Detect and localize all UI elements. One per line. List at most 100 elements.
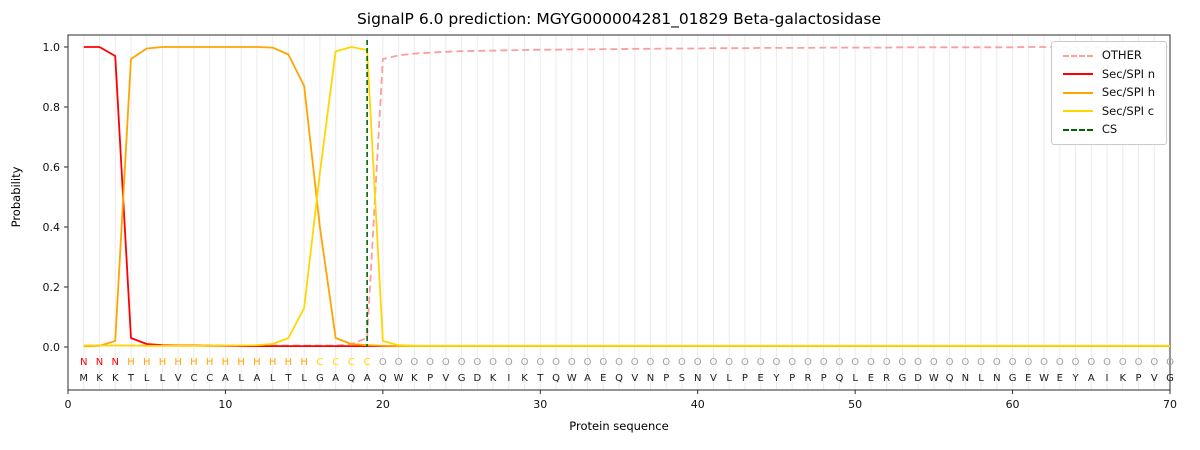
sequence-letter: V — [710, 373, 717, 384]
region-letter: O — [678, 357, 686, 368]
sequence-letter: R — [883, 373, 890, 384]
region-letter: O — [1119, 357, 1127, 368]
region-letter: N — [111, 357, 118, 368]
y-tick-label: 1.0 — [43, 41, 61, 54]
region-letter: O — [1135, 357, 1143, 368]
sequence-letter: V — [1151, 373, 1158, 384]
sequence-letter: N — [647, 373, 654, 384]
region-letter: O — [395, 357, 403, 368]
x-tick-label: 0 — [65, 398, 72, 411]
region-letter: H — [237, 357, 245, 368]
letter-rows: NMNKNKHTHLHLHVHCHCHAHLHAHLHTHLCGCACQCAOQ… — [79, 357, 1174, 384]
sequence-letter: V — [631, 373, 638, 384]
x-tick-label: 40 — [691, 398, 705, 411]
x-tick-label: 50 — [848, 398, 862, 411]
region-letter: O — [820, 357, 828, 368]
region-letter: O — [725, 357, 733, 368]
region-letter: O — [1040, 357, 1048, 368]
sequence-letter: D — [473, 373, 481, 384]
sequence-letter: S — [679, 373, 685, 384]
legend-line-sample — [1062, 128, 1093, 131]
region-letter: C — [316, 357, 323, 368]
sequence-letter: G — [1166, 373, 1174, 384]
region-letter: O — [505, 357, 513, 368]
sequence-letter: L — [270, 373, 276, 384]
sequence-letter: P — [663, 373, 669, 384]
region-letter: H — [143, 357, 151, 368]
legend-line-sample — [1062, 110, 1093, 113]
region-letter: O — [694, 357, 702, 368]
region-letter: H — [222, 357, 230, 368]
legend-item: Sec/SPI h — [1062, 86, 1155, 99]
sequence-letter: C — [206, 373, 213, 384]
sequence-letter: L — [852, 373, 858, 384]
legend-item: Sec/SPI n — [1062, 66, 1155, 81]
sequence-letter: Q — [347, 373, 355, 384]
sequence-letter: P — [1135, 373, 1141, 384]
sequence-letter: T — [284, 373, 292, 384]
sequence-letter: Y — [1071, 373, 1079, 384]
region-letter: O — [426, 357, 434, 368]
legend-label: CS — [1101, 122, 1118, 136]
sequence-letter: N — [694, 373, 701, 384]
region-letter: C — [332, 357, 339, 368]
region-letter: H — [190, 357, 198, 368]
sequence-letter: G — [316, 373, 324, 384]
sequence-letter: W — [929, 373, 939, 384]
legend-line-sample — [1062, 73, 1093, 76]
chart-title: SignalP 6.0 prediction: MGYG000004281_01… — [356, 10, 882, 28]
legend-label: Sec/SPI n — [1101, 66, 1155, 81]
sequence-letter: E — [758, 373, 764, 384]
axes-box — [67, 34, 1171, 391]
sequence-letter: N — [962, 373, 969, 384]
sequence-letter: K — [112, 373, 119, 384]
legend: OTHER Sec/SPI n Sec/SPI h Sec/SPI c CS — [1050, 41, 1167, 145]
region-letter: C — [348, 357, 355, 368]
region-letter: H — [285, 357, 293, 368]
region-letter: O — [458, 357, 466, 368]
sequence-letter: Q — [615, 373, 623, 384]
sequence-letter: Q — [835, 373, 843, 384]
legend-item: Sec/SPI c — [1062, 105, 1155, 118]
region-letter: O — [1072, 357, 1080, 368]
region-letter: O — [1024, 357, 1032, 368]
region-letter: O — [552, 357, 560, 368]
region-letter: O — [379, 357, 387, 368]
region-letter: H — [127, 357, 135, 368]
x-tick-label: 30 — [533, 398, 547, 411]
region-letter: O — [473, 357, 481, 368]
sequence-letter: K — [96, 373, 103, 384]
y-tick-label: 0.6 — [43, 161, 61, 174]
sequence-letter: I — [1106, 373, 1109, 384]
region-letter: N — [96, 357, 103, 368]
sequence-letter: P — [427, 373, 433, 384]
region-letter: O — [584, 357, 592, 368]
x-tick-label: 70 — [1163, 398, 1177, 411]
region-letter: O — [914, 357, 922, 368]
sequence-letter: K — [490, 373, 497, 384]
region-letter: O — [930, 357, 938, 368]
sequence-letter: W — [394, 373, 404, 384]
sequence-letter: V — [175, 373, 182, 384]
region-letter: O — [489, 357, 497, 368]
region-letter: O — [568, 357, 576, 368]
x-axis-label: Protein sequence — [569, 419, 669, 433]
legend-item: CS — [1062, 122, 1155, 136]
sequence-letter: E — [600, 373, 606, 384]
series-line-other — [83, 46, 1170, 347]
sequence-letter: G — [458, 373, 466, 384]
region-letter: O — [977, 357, 985, 368]
region-letter: O — [599, 357, 607, 368]
region-letter: O — [710, 357, 718, 368]
sequence-letter: I — [507, 373, 510, 384]
sequence-letter: W — [567, 373, 577, 384]
legend-line-sample — [1062, 91, 1093, 94]
sequence-letter: L — [144, 373, 150, 384]
sequence-letter: W — [1039, 373, 1049, 384]
sequence-letter: A — [364, 373, 371, 384]
region-letter: H — [300, 357, 308, 368]
y-tick-label: 0.4 — [43, 221, 61, 234]
series-line-sec-spi-h — [83, 46, 1170, 348]
x-tick-label: 20 — [376, 398, 390, 411]
sequence-letter: V — [442, 373, 449, 384]
